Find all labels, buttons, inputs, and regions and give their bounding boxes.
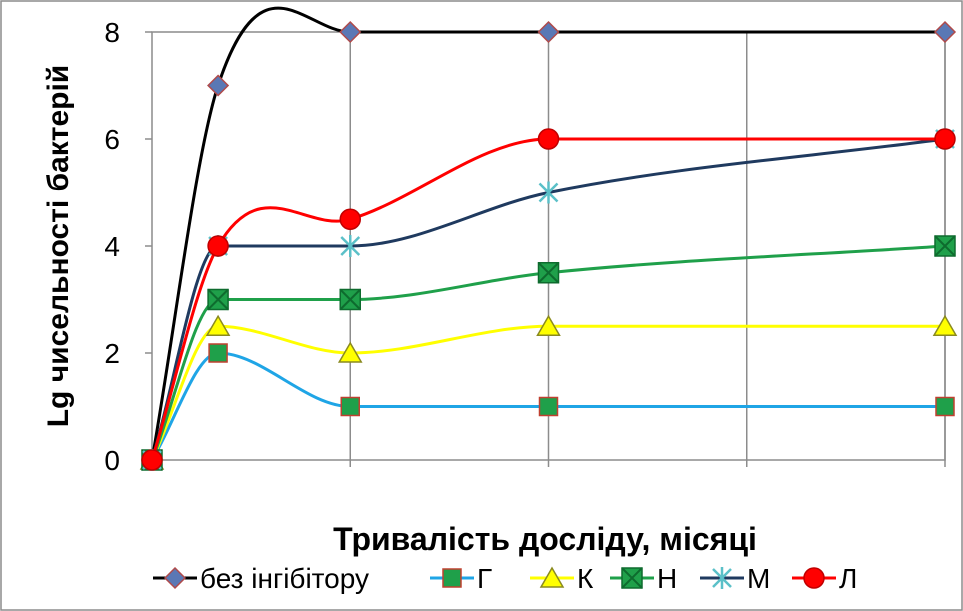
marker-cross xyxy=(621,567,643,589)
series-line xyxy=(150,324,945,461)
legend-label: Л xyxy=(839,563,857,594)
data-point xyxy=(621,567,643,589)
legend-item-4: Н xyxy=(610,563,677,594)
y-axis-label: Lg чисельності бактерій xyxy=(42,65,75,428)
data-point xyxy=(339,208,361,230)
marker-star xyxy=(340,235,361,257)
y-tick-label: 0 xyxy=(104,445,120,476)
data-point xyxy=(934,128,956,150)
data-point xyxy=(337,341,363,363)
series-line xyxy=(150,244,946,461)
marker-cross xyxy=(537,262,560,284)
data-point xyxy=(537,128,560,150)
legend-item-5: М xyxy=(700,563,770,594)
marker-cross xyxy=(207,288,229,311)
data-point xyxy=(207,235,229,257)
legend-label: К xyxy=(577,563,594,594)
data-point xyxy=(442,568,462,588)
data-point xyxy=(163,566,187,590)
legend-item-1: без інгібітору xyxy=(153,563,369,594)
marker-star xyxy=(712,567,732,589)
marker-cross xyxy=(339,288,361,311)
data-point xyxy=(539,566,565,588)
y-tick-label: 6 xyxy=(104,124,120,155)
data-point xyxy=(340,396,360,417)
series-3 xyxy=(139,314,958,470)
data-point xyxy=(803,567,825,589)
series-line xyxy=(150,137,945,461)
series xyxy=(139,6,958,472)
data-point xyxy=(339,20,362,44)
legend-label: без інгібітору xyxy=(200,563,369,594)
legend-item-3: К xyxy=(530,563,594,594)
marker-cross xyxy=(934,235,956,257)
legend-item-6: Л xyxy=(792,563,857,594)
data-point xyxy=(934,235,956,257)
data-point xyxy=(207,74,230,97)
data-point xyxy=(205,314,231,336)
legend: без інгібітору Г К Н М Л xyxy=(153,563,857,594)
legend-label: М xyxy=(747,563,770,594)
marker-star xyxy=(538,181,559,204)
legend-label: Н xyxy=(657,563,677,594)
legend-item-2: Г xyxy=(430,563,492,594)
data-point xyxy=(537,262,560,284)
series-6 xyxy=(141,128,956,471)
data-point xyxy=(538,181,559,204)
data-point xyxy=(932,314,958,336)
data-point xyxy=(537,20,560,44)
data-point xyxy=(141,449,163,471)
y-tick-label: 2 xyxy=(104,338,120,369)
data-point xyxy=(712,567,732,589)
y-tick-label: 8 xyxy=(104,17,120,48)
data-point xyxy=(536,314,561,336)
data-point xyxy=(208,343,228,363)
x-axis-label: Тривалість досліду, місяці xyxy=(333,521,757,557)
legend-label: Г xyxy=(477,563,492,594)
data-point xyxy=(207,288,229,311)
y-axis-ticks: 0 2 4 6 8 xyxy=(104,17,152,476)
y-tick-label: 4 xyxy=(104,231,120,262)
data-point xyxy=(339,288,361,311)
data-point xyxy=(340,235,361,257)
data-point xyxy=(538,396,559,417)
data-point xyxy=(935,396,955,417)
series-line xyxy=(150,137,946,461)
data-point xyxy=(933,20,957,44)
